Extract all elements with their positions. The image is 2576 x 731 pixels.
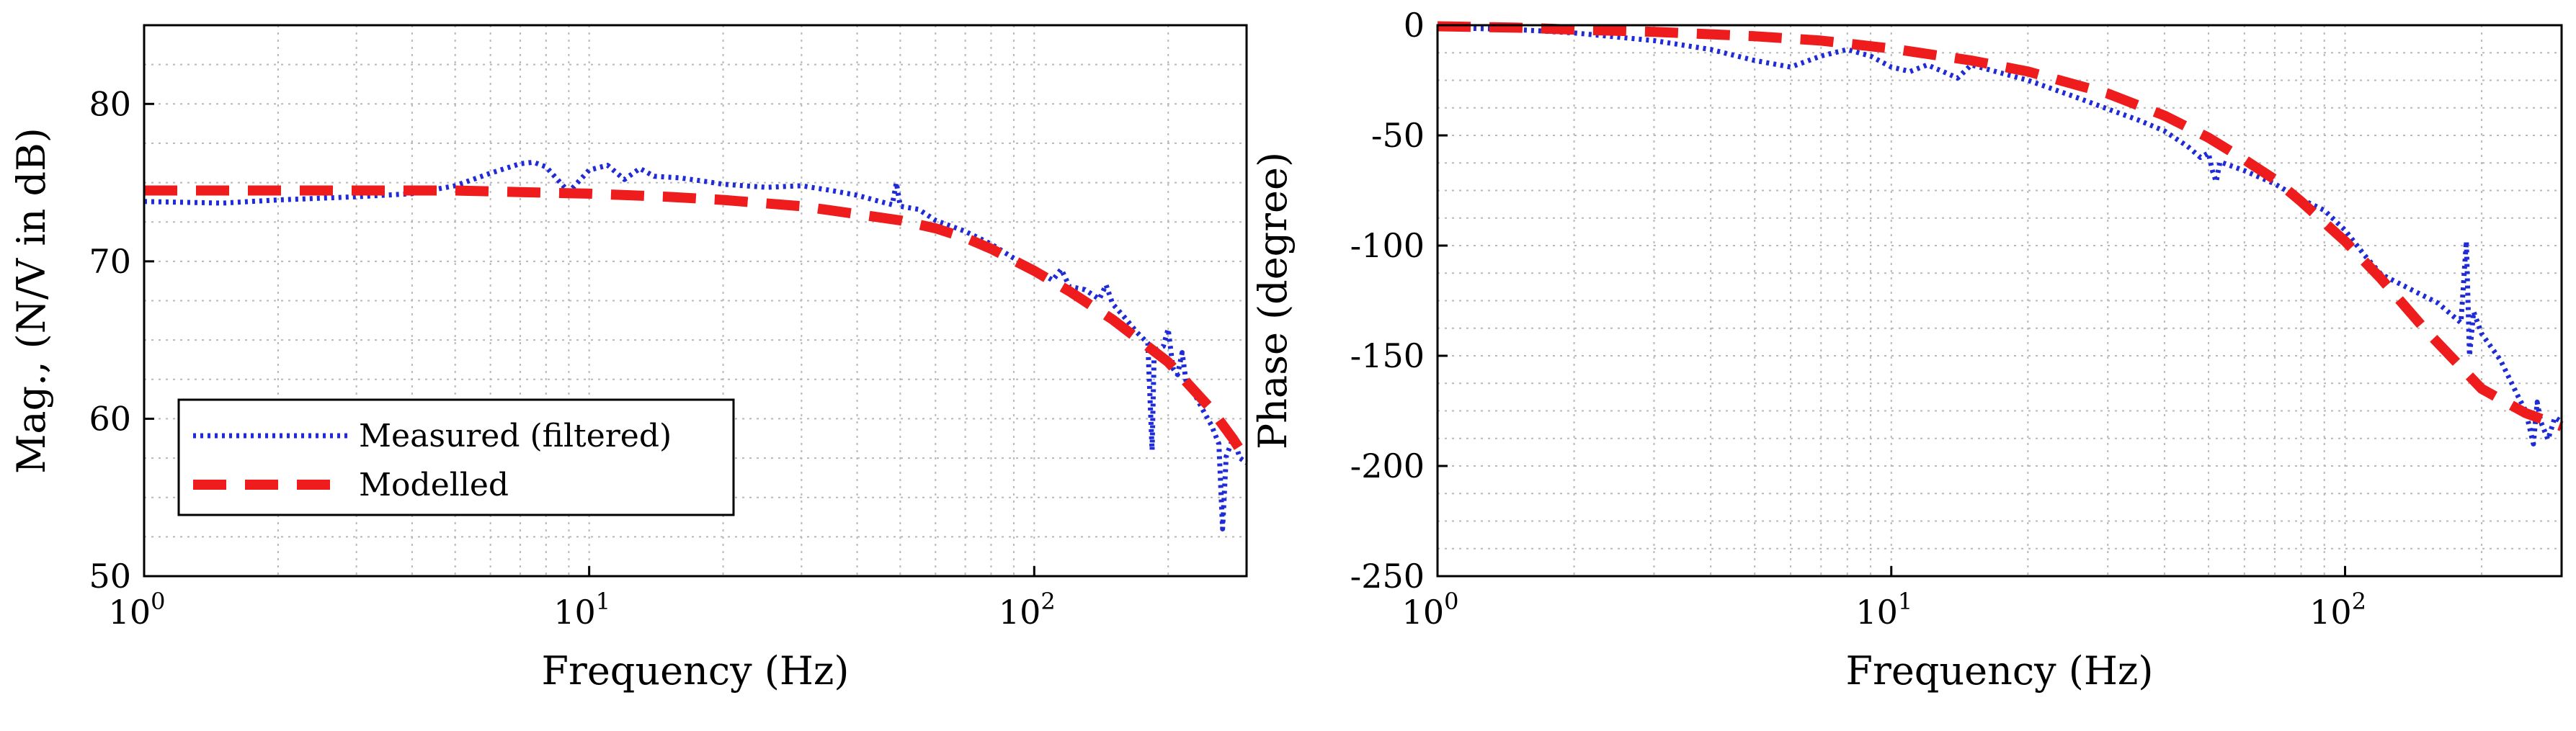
x-tick-label: 102 [2309, 588, 2366, 632]
y-tick-label: 70 [89, 242, 131, 281]
y-tick-label: 80 [89, 84, 131, 123]
legend-box [177, 398, 735, 516]
y-tick-label: -200 [1350, 447, 1425, 485]
measured-series-line [1437, 24, 2563, 447]
legend-entry-label: Modelled [359, 467, 509, 503]
x-tick-base: 10 [109, 593, 151, 632]
x-axis-label: Frequency (Hz) [542, 648, 850, 694]
plot-frame [143, 24, 1248, 578]
x-tick-exponent: 0 [151, 588, 165, 615]
modelled-series-line [144, 185, 1251, 463]
x-tick-label: 101 [1855, 588, 1912, 632]
x-tick-base: 10 [2309, 593, 2352, 632]
modelled-series-line [1437, 21, 2564, 431]
x-tick-exponent: 0 [1444, 588, 1458, 615]
x-axis-label: Frequency (Hz) [1846, 648, 2154, 694]
x-tick-label: 100 [1402, 588, 1459, 632]
y-tick-label: -50 [1371, 116, 1425, 155]
y-axis-label: Mag., (N/V in dB) [9, 127, 54, 474]
x-tick-base: 10 [553, 593, 596, 632]
y-tick-label: 60 [89, 399, 131, 438]
y-tick-label: -250 [1350, 557, 1425, 596]
y-axis-label: Phase (degree) [1250, 152, 1296, 449]
x-tick-exponent: 1 [1898, 588, 1912, 615]
legend: Measured (filtered) Modelled [177, 398, 735, 516]
plot-frame [1436, 24, 2563, 578]
legend-entry-label: Measured (filtered) [359, 418, 672, 454]
x-tick-base: 10 [1402, 593, 1445, 632]
x-tick-label: 100 [109, 588, 166, 632]
measured-series-line [143, 159, 1249, 532]
x-tick-label: 101 [553, 588, 610, 632]
x-tick-base: 10 [999, 593, 1041, 632]
y-tick-label: -100 [1350, 226, 1425, 265]
x-tick-label: 102 [999, 588, 1056, 632]
y-tick-label: -150 [1350, 336, 1425, 375]
x-tick-exponent: 2 [1040, 588, 1055, 615]
y-tick-label: 0 [1404, 6, 1425, 45]
y-tick-label: 50 [89, 557, 131, 596]
x-tick-exponent: 2 [2352, 588, 2366, 615]
x-tick-base: 10 [1855, 593, 1898, 632]
x-tick-exponent: 1 [596, 588, 610, 615]
